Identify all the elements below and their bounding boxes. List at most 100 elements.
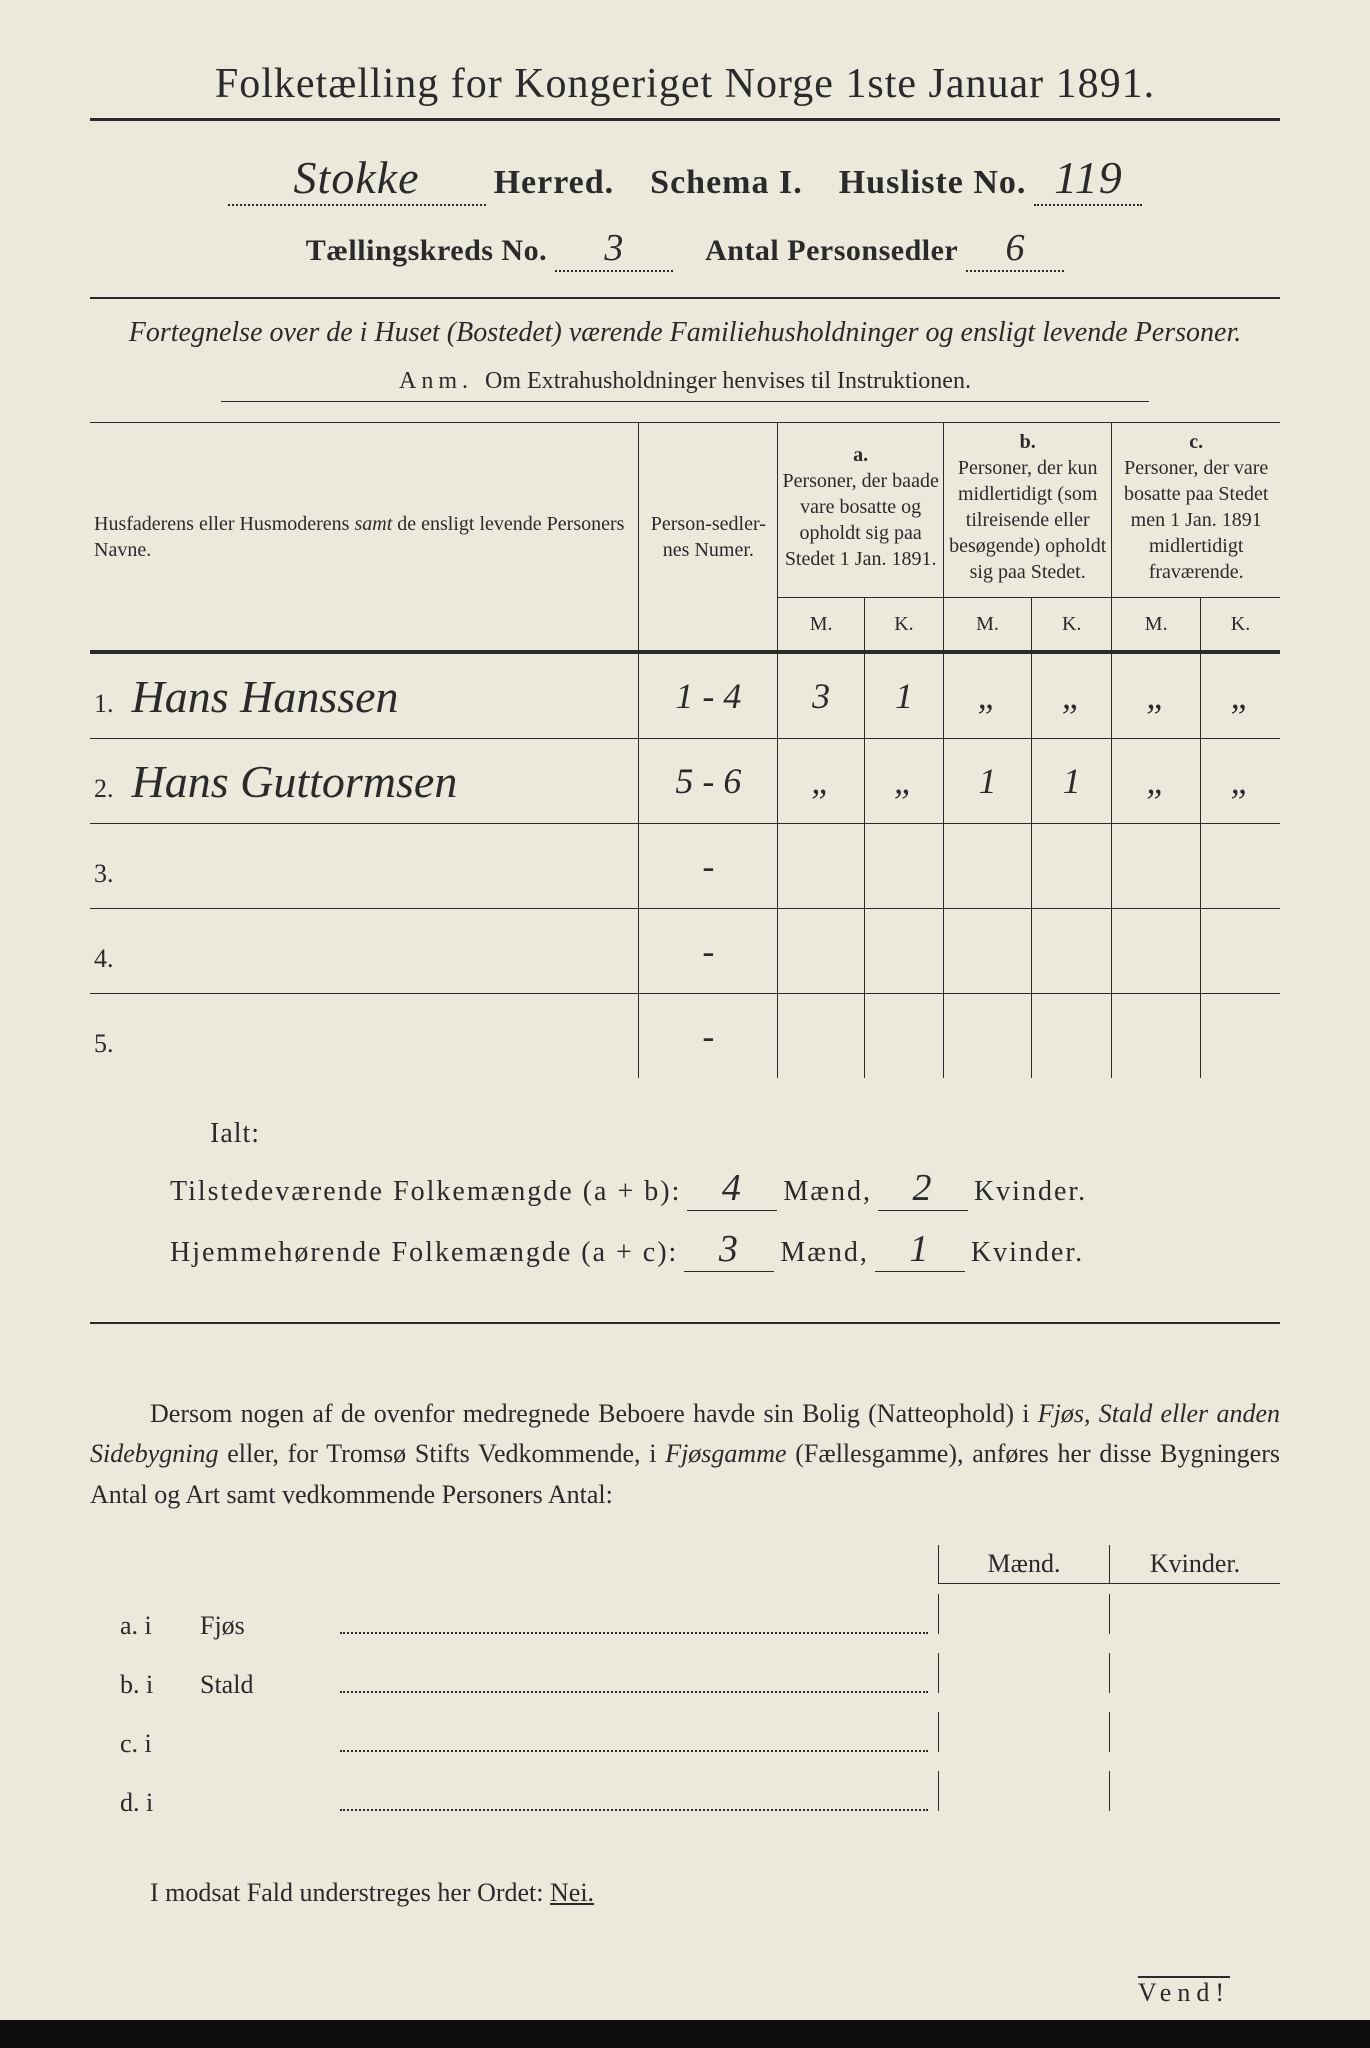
husliste-label: Husliste No.	[839, 164, 1027, 201]
cell-am: „	[778, 739, 865, 824]
header-line-2: Stokke Herred. Schema I. Husliste No. 11…	[90, 151, 1280, 206]
sedler-label: Antal Personsedler	[705, 234, 958, 267]
cell-bm: 1	[943, 739, 1031, 824]
col-a-m: M.	[778, 598, 865, 653]
bottom-text: I modsat Fald understreges her Ordet:	[150, 1878, 550, 1907]
maend-label: Mænd,	[783, 1176, 872, 1208]
row-number: 1.	[94, 689, 122, 718]
totals-ab-label: Tilstedeværende Folkemængde (a + b):	[170, 1176, 681, 1208]
cell-bm	[943, 909, 1031, 994]
bld-cat: Fjøs	[200, 1611, 340, 1641]
scan-edge	[0, 2020, 1370, 2048]
paragraph: Dersom nogen af de ovenfor medregnede Be…	[90, 1394, 1280, 1515]
kreds-value: 3	[555, 226, 673, 272]
cell-ck	[1200, 824, 1280, 909]
col-c-m: M.	[1112, 598, 1201, 653]
totals-ab-k: 2	[878, 1166, 968, 1211]
cell-bk	[1032, 824, 1112, 909]
totals-ac-k: 1	[875, 1227, 965, 1272]
row-number: 3.	[94, 859, 122, 888]
cell-bk: „	[1032, 652, 1112, 739]
cell-cm: „	[1112, 739, 1201, 824]
cell-ak	[864, 994, 943, 1079]
bld-k	[1109, 1771, 1280, 1811]
herred-value: Stokke	[228, 151, 486, 206]
bld-label: a. i	[90, 1611, 200, 1641]
col-a-text: Personer, der baade vare bosatte og opho…	[782, 468, 939, 572]
cell-bk	[1032, 994, 1112, 1079]
cell-bm	[943, 994, 1031, 1079]
bld-label: c. i	[90, 1729, 200, 1759]
bld-cat: Stald	[200, 1670, 340, 1700]
cell-numer: 1 - 4	[639, 652, 778, 739]
cell-ak: „	[864, 739, 943, 824]
dotted-fill	[340, 1606, 928, 1634]
cell-numer: -	[639, 909, 778, 994]
cell-am	[778, 824, 865, 909]
cell-ck	[1200, 994, 1280, 1079]
dotted-fill	[340, 1783, 928, 1811]
census-form-page: Folketælling for Kongeriget Norge 1ste J…	[0, 0, 1370, 2048]
col-a-label: a.	[782, 442, 939, 468]
maend-label: Mænd,	[780, 1237, 869, 1269]
totals-heading: Ialt:	[90, 1118, 1280, 1150]
cell-ak	[864, 824, 943, 909]
husliste-value: 119	[1034, 151, 1142, 206]
person-name: Hans Guttormsen	[132, 756, 458, 807]
cell-ck: „	[1200, 739, 1280, 824]
buildings-row: b. i Stald	[90, 1653, 1280, 1700]
cell-cm	[1112, 824, 1201, 909]
kvinder-label: Kvinder.	[971, 1237, 1084, 1269]
bld-k	[1109, 1712, 1280, 1752]
cell-numer: -	[639, 994, 778, 1079]
sedler-value: 6	[966, 226, 1064, 272]
person-name: Hans Hanssen	[132, 671, 399, 722]
bld-label: d. i	[90, 1788, 200, 1818]
buildings-row: a. i Fjøs	[90, 1594, 1280, 1641]
nei-word: Nei.	[550, 1878, 594, 1907]
cell-ak: 1	[864, 652, 943, 739]
bld-k	[1109, 1594, 1280, 1634]
totals-line-2: Hjemmehørende Folkemængde (a + c): 3 Mæn…	[90, 1227, 1280, 1272]
household-table: Husfaderens eller Husmoderens samt de en…	[90, 422, 1280, 1078]
table-row: 3. -	[90, 824, 1280, 909]
col-b-m: M.	[943, 598, 1031, 653]
col-numer-header: Person-sedler-nes Numer.	[639, 423, 778, 653]
table-row: 4. -	[90, 909, 1280, 994]
buildings-row: d. i	[90, 1771, 1280, 1818]
anm-underline	[221, 401, 1149, 402]
herred-label: Herred.	[494, 164, 615, 201]
bld-m	[938, 1653, 1109, 1693]
subtitle: Fortegnelse over de i Huset (Bostedet) v…	[90, 313, 1280, 352]
cell-cm	[1112, 994, 1201, 1079]
cell-cm: „	[1112, 652, 1201, 739]
table-row: 5. -	[90, 994, 1280, 1079]
vend-label: Vend!	[1138, 1978, 1230, 2008]
row-number: 5.	[94, 1029, 122, 1058]
row-number: 2.	[94, 774, 122, 803]
anm-prefix: Anm.	[399, 368, 473, 394]
table-header-row-1: Husfaderens eller Husmoderens samt de en…	[90, 423, 1280, 592]
col-c-label: c.	[1116, 429, 1276, 455]
totals-ac-m: 3	[684, 1227, 774, 1272]
bld-label: b. i	[90, 1670, 200, 1700]
cell-numer: -	[639, 824, 778, 909]
buildings-table: Mænd. Kvinder. a. i Fjøs b. i Stald c. i…	[90, 1545, 1280, 1818]
buildings-hdr-m: Mænd.	[938, 1545, 1109, 1584]
header-line-3: Tællingskreds No. 3 Antal Personsedler 6	[90, 226, 1280, 272]
cell-cm	[1112, 909, 1201, 994]
row-number: 4.	[94, 944, 122, 973]
cell-bk	[1032, 909, 1112, 994]
bld-m	[938, 1771, 1109, 1811]
buildings-hdr-k: Kvinder.	[1109, 1545, 1280, 1584]
buildings-row: c. i	[90, 1712, 1280, 1759]
totals-ac-label: Hjemmehørende Folkemængde (a + c):	[170, 1237, 678, 1269]
col-c-text: Personer, der vare bosatte paa Stedet me…	[1116, 455, 1276, 585]
cell-am	[778, 909, 865, 994]
cell-am: 3	[778, 652, 865, 739]
bottom-line: I modsat Fald understreges her Ordet: Ne…	[90, 1878, 1280, 1908]
cell-am	[778, 994, 865, 1079]
cell-ck	[1200, 909, 1280, 994]
title-underline	[90, 118, 1280, 121]
bld-m	[938, 1594, 1109, 1634]
